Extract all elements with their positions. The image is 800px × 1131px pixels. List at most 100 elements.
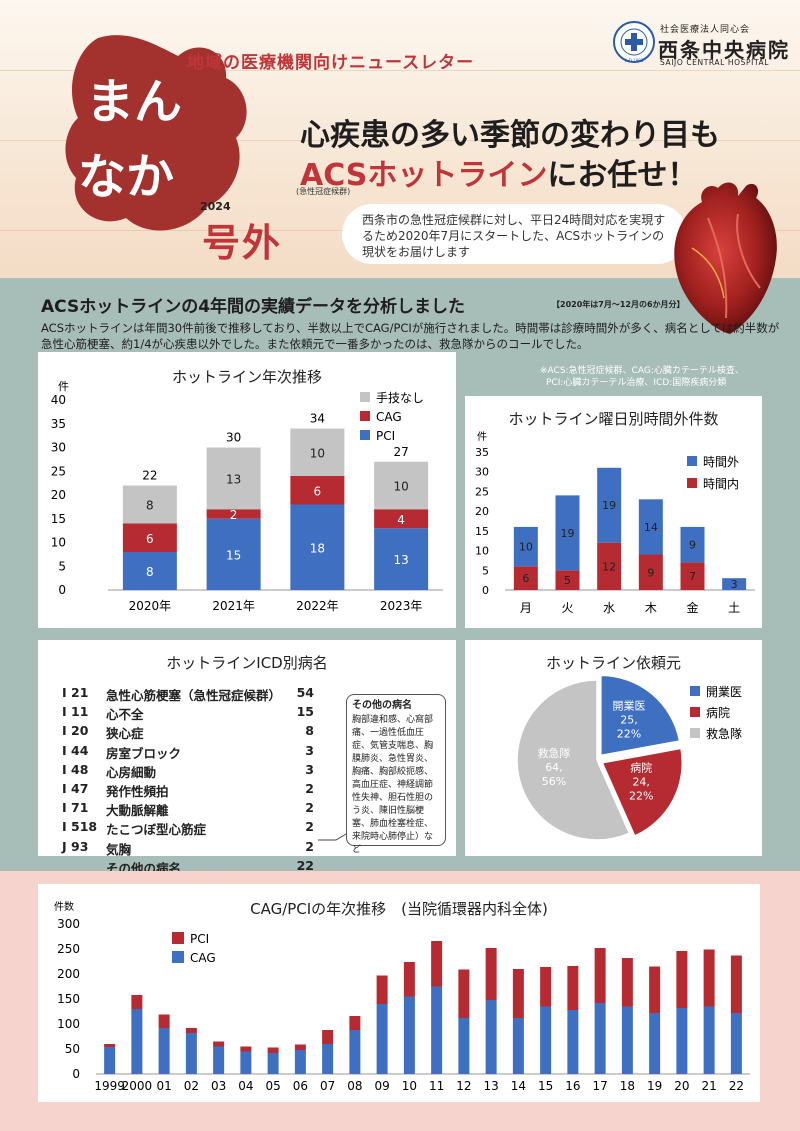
x-tick-label: 22 bbox=[729, 1079, 744, 1093]
data-label: 13 bbox=[226, 472, 241, 486]
legend-swatch bbox=[687, 456, 697, 466]
x-tick-label: 16 bbox=[565, 1079, 580, 1093]
data-label: 5 bbox=[564, 574, 571, 587]
x-tick-label: 13 bbox=[483, 1079, 498, 1093]
total-label: 30 bbox=[226, 431, 241, 445]
legend-swatch bbox=[687, 478, 697, 488]
x-tick-label: 05 bbox=[265, 1079, 280, 1093]
bar-segment-PCI bbox=[206, 518, 261, 590]
icd-code: I 44 bbox=[62, 742, 89, 758]
x-tick-label: 2020年 bbox=[129, 599, 172, 613]
bar-segment-CAG bbox=[294, 1050, 306, 1074]
bar-segment-CAG bbox=[485, 1000, 497, 1074]
data-label: 3 bbox=[731, 578, 738, 591]
logo-chars-1: まん bbox=[86, 74, 182, 130]
icd-code: I 21 bbox=[62, 685, 89, 700]
bar-segment-CAG bbox=[703, 1006, 715, 1074]
legend-label: CAG bbox=[190, 951, 216, 965]
icd-name: 急性心筋梗塞（急性冠症候群） bbox=[106, 688, 282, 703]
pie-slice-救急隊 bbox=[516, 679, 631, 841]
legend-swatch bbox=[690, 707, 700, 717]
legend-label: 手技なし bbox=[376, 391, 424, 405]
x-tick-label: 10 bbox=[402, 1079, 417, 1093]
bar-segment-時間外 bbox=[638, 499, 663, 555]
annual-chart-title: ホットライン年次推移 bbox=[171, 368, 322, 386]
pie-label-percent: 56% bbox=[542, 775, 566, 788]
legend-swatch bbox=[360, 430, 370, 440]
bar-segment-PCI bbox=[540, 967, 552, 1007]
x-tick-label: 14 bbox=[511, 1079, 526, 1093]
bar-segment-時間外 bbox=[680, 526, 705, 563]
x-tick-label: 20 bbox=[674, 1079, 689, 1093]
bar-segment-CAG bbox=[240, 1051, 252, 1074]
icd-code: I 518 bbox=[62, 819, 98, 835]
bar-segment-時間内 bbox=[638, 554, 663, 590]
bar-segment-PCI bbox=[512, 969, 524, 1018]
legend-swatch bbox=[360, 411, 370, 421]
x-tick-label: 2022年 bbox=[296, 599, 339, 613]
bar-segment-PCI bbox=[158, 1014, 170, 1028]
x-tick-label: 09 bbox=[374, 1079, 389, 1093]
bar-segment-CAG bbox=[185, 1033, 197, 1074]
y-tick-label: 20 bbox=[51, 488, 66, 502]
bar-segment-PCI bbox=[676, 951, 688, 1008]
x-tick-label: 08 bbox=[347, 1079, 362, 1093]
headline-tail: にお任せ！ bbox=[547, 158, 698, 193]
x-tick-label: 01 bbox=[156, 1079, 171, 1093]
bar-segment-CAG bbox=[322, 1044, 334, 1074]
x-tick-label: 19 bbox=[647, 1079, 662, 1093]
icd-name: たこつぼ型心筋症 bbox=[106, 822, 207, 838]
bar-segment-CAG bbox=[649, 1013, 661, 1074]
y-tick-label: 15 bbox=[475, 525, 489, 538]
pie-slice-病院 bbox=[601, 747, 684, 837]
bar-segment-CAG bbox=[594, 1003, 606, 1074]
edition-label: 号外 bbox=[202, 221, 283, 265]
bar-segment-時間外 bbox=[513, 526, 538, 567]
x-tick-label: 11 bbox=[429, 1079, 444, 1093]
data-label: 15 bbox=[226, 548, 241, 562]
icd-count: 15 bbox=[296, 704, 314, 720]
bar-segment-PCI bbox=[403, 962, 415, 997]
bar-segment-時間内 bbox=[680, 562, 705, 590]
bar-segment-CAG bbox=[621, 1006, 633, 1074]
hospital-seal-icon: A.D.1903 bbox=[613, 21, 655, 63]
bar-segment-PCI bbox=[131, 995, 143, 1009]
data-label: 19 bbox=[561, 527, 575, 540]
bar-segment-CAG bbox=[567, 1010, 579, 1074]
referral-title: ホットライン依頼元 bbox=[545, 654, 681, 672]
icd-count: 2 bbox=[305, 819, 314, 835]
bar-segment-PCI bbox=[290, 504, 345, 590]
x-tick-label: 水 bbox=[603, 601, 615, 615]
icd-code: I 71 bbox=[62, 800, 89, 816]
hospital-name-en: SAIJO CENTRAL HOSPITAL bbox=[660, 58, 770, 67]
bar-segment-PCI bbox=[322, 1030, 334, 1044]
wood-texture-line bbox=[0, 70, 800, 71]
bar-segment-PCI bbox=[485, 948, 497, 1000]
x-tick-label: 18 bbox=[620, 1079, 635, 1093]
icd-count: 54 bbox=[296, 685, 314, 700]
legend-swatch bbox=[172, 932, 184, 944]
y-tick-label: 15 bbox=[51, 512, 66, 526]
headline-line2: ACSホットラインにお任せ！ bbox=[300, 150, 697, 194]
bar-segment-PCI bbox=[104, 1044, 116, 1047]
icd-name: 狭心症 bbox=[106, 726, 144, 742]
y-tick-label: 25 bbox=[51, 464, 66, 478]
total-label: 27 bbox=[393, 445, 408, 459]
x-tick-label: 15 bbox=[538, 1079, 553, 1093]
bar-segment-PCI bbox=[294, 1044, 306, 1050]
bar-segment-手技なし bbox=[122, 485, 177, 524]
pie-label-percent: 22% bbox=[629, 789, 653, 802]
bar-segment-手技なし bbox=[290, 428, 345, 476]
acs-note: (急性冠症候群) bbox=[296, 187, 351, 196]
bar-segment-PCI bbox=[594, 948, 606, 1003]
x-tick-label: 02 bbox=[184, 1079, 199, 1093]
newsletter-logo: まん なか bbox=[65, 35, 247, 231]
y-tick-label: 30 bbox=[51, 441, 66, 455]
data-label: 18 bbox=[310, 541, 325, 555]
bar-segment-CAG bbox=[374, 509, 429, 529]
y-tick-label: 5 bbox=[58, 559, 66, 573]
data-label: 8 bbox=[146, 565, 154, 579]
x-tick-label: 21 bbox=[701, 1079, 716, 1093]
bar-segment-CAG bbox=[512, 1018, 524, 1074]
pie-label-value: 24, bbox=[632, 775, 650, 788]
